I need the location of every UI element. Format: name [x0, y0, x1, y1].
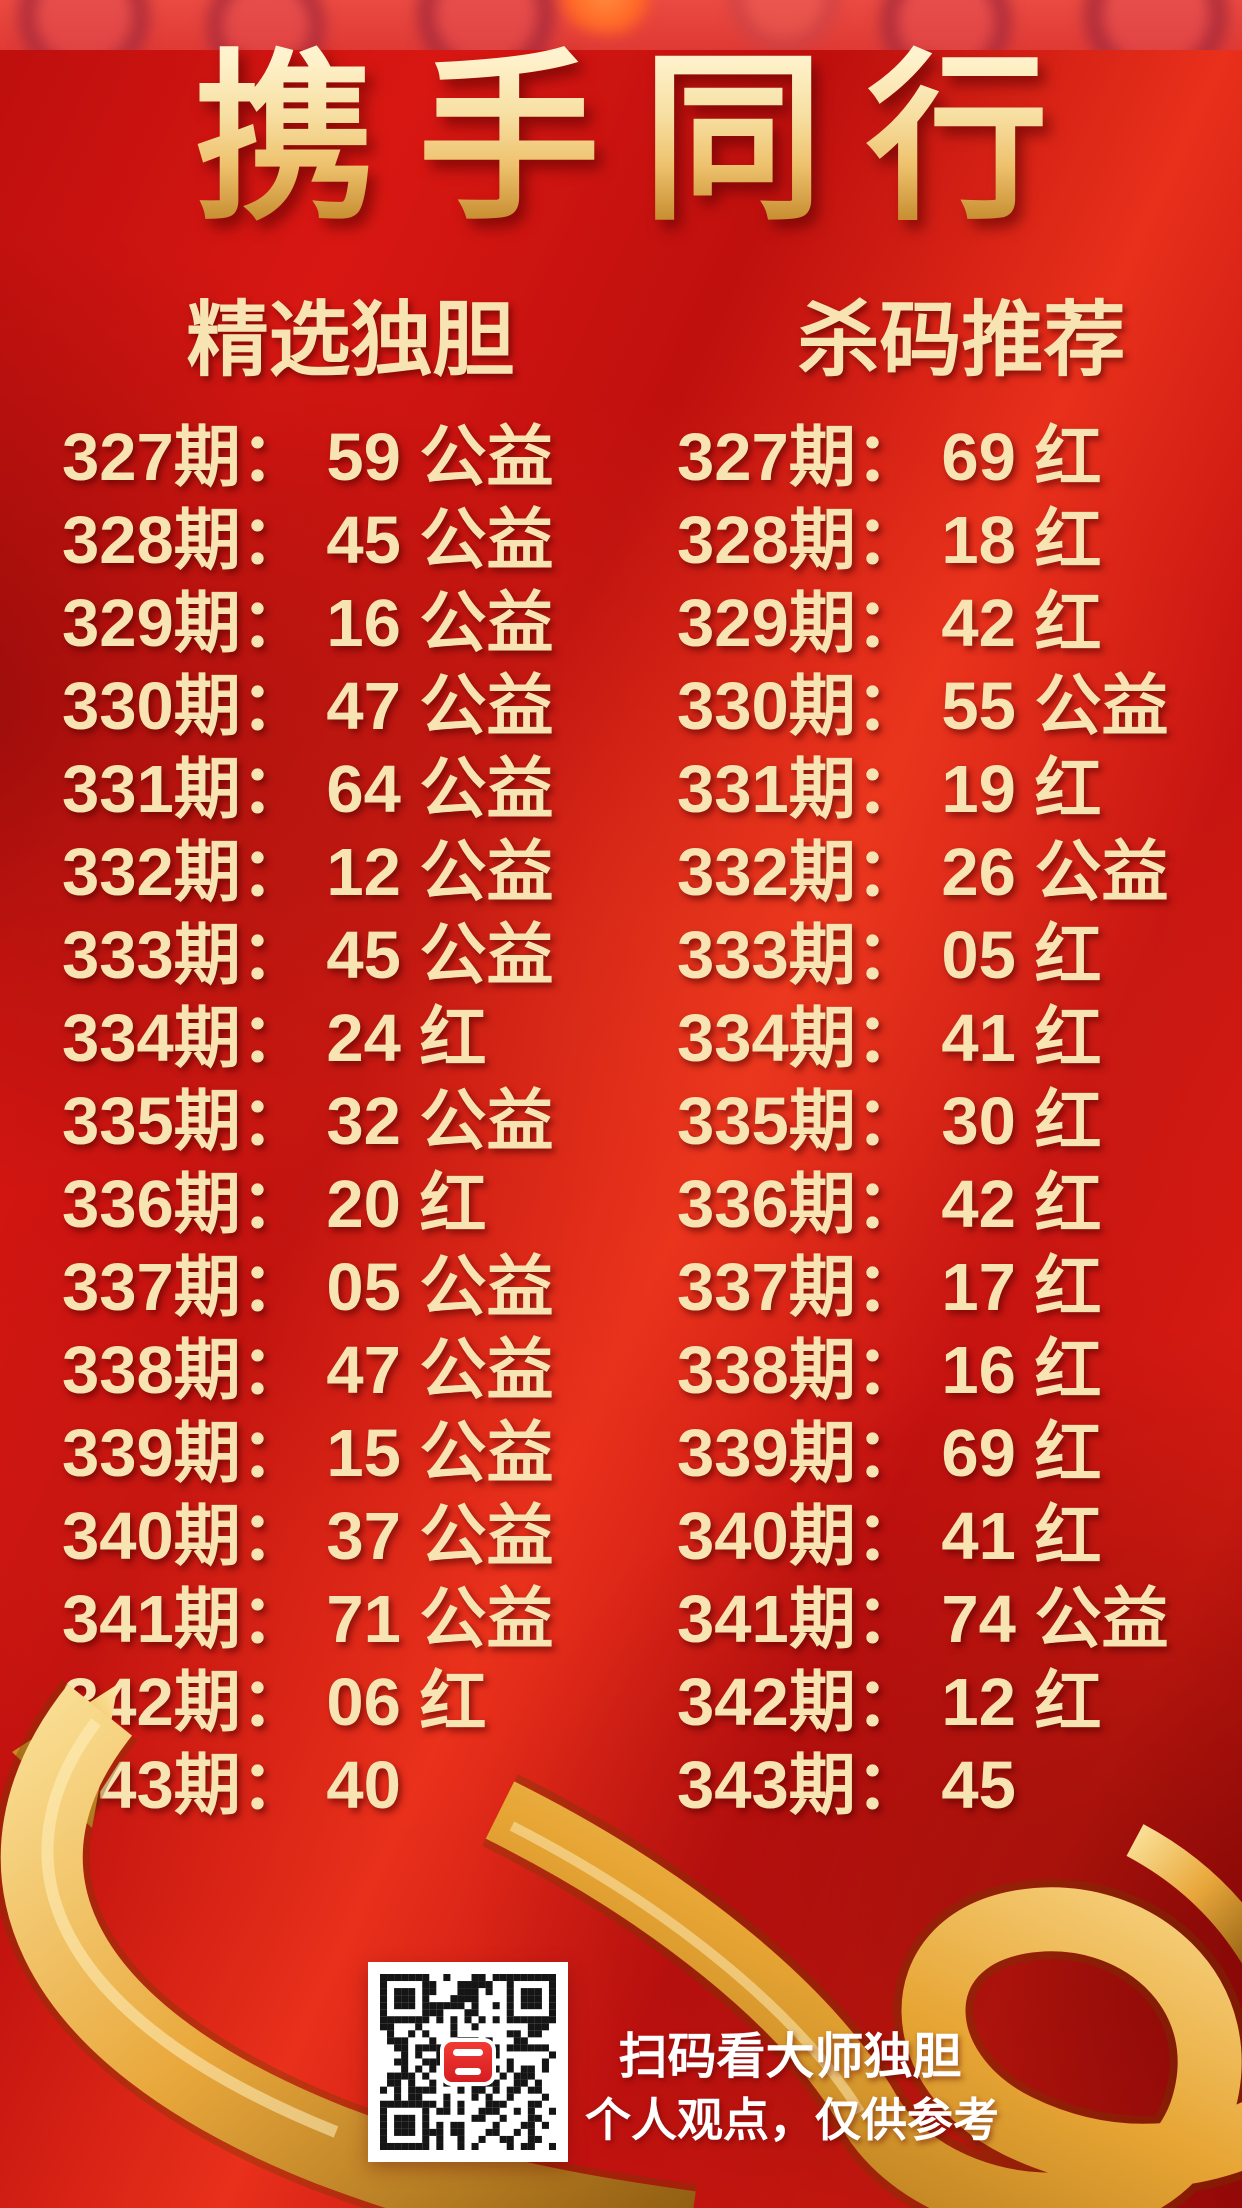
footer-disclaimer: 个人观点，仅供参考: [585, 2094, 999, 2146]
column-kill-codes: 杀码推荐 327期： 69 红 328期： 18 红 329期： 42 红 330期：…: [621, 292, 1242, 1827]
pick-row: 336期： 20 红: [62, 1167, 487, 1242]
ornament-circle-icon: [416, 0, 556, 50]
pick-rows: 327期： 69 红 328期： 18 红 329期： 42 红 330期： 55 公…: [621, 416, 1242, 1827]
pick-row: 340期： 37 公益: [62, 1499, 554, 1574]
pick-row: 334期： 24 红: [62, 1001, 487, 1076]
footer-caption-block: 扫码看大师独胆 个人观点，仅供参考: [585, 2028, 999, 2148]
pick-row: 335期： 30 红: [677, 1084, 1102, 1159]
pick-row: 330期： 55 公益: [677, 669, 1169, 744]
ornament-flame-icon: [560, 0, 650, 34]
pick-row: 335期： 32 公益: [62, 1084, 554, 1159]
pick-row: 329期： 16 公益: [62, 586, 554, 661]
footer-caption: 扫码看大师独胆: [618, 2030, 962, 2084]
pick-row: 332期： 26 公益: [677, 835, 1169, 910]
pick-row: 342期： 06 红: [62, 1665, 487, 1740]
pick-row: 342期： 12 红: [677, 1665, 1102, 1740]
pick-row: 343期： 40: [62, 1748, 401, 1823]
column-title: 精选独胆: [186, 295, 515, 386]
ornament-circle-icon: [206, 0, 326, 50]
pick-row: 330期： 47 公益: [62, 669, 554, 744]
pick-row: 327期： 59 公益: [62, 420, 554, 495]
pick-row: 341期： 74 公益: [677, 1582, 1169, 1657]
pick-row: 338期： 47 公益: [62, 1333, 554, 1408]
pick-row: 338期： 16 红: [677, 1333, 1102, 1408]
pick-row: 327期： 69 红: [677, 420, 1102, 495]
column-title: 杀码推荐: [797, 295, 1126, 386]
pick-row: 329期： 42 红: [677, 586, 1102, 661]
ornament-circle-icon: [730, 0, 838, 50]
pick-row: 328期： 18 红: [677, 503, 1102, 578]
festive-top-border: [0, 0, 1242, 50]
pick-row: 333期： 45 公益: [62, 918, 554, 993]
pick-row: 337期： 17 红: [677, 1250, 1102, 1325]
ornament-blobs: [0, 0, 1242, 50]
pick-rows: 327期： 59 公益 328期： 45 公益 329期： 16 公益 330期： 4…: [0, 416, 621, 1827]
qr-code: [368, 1962, 568, 2162]
column-selected-picks: 精选独胆 327期： 59 公益 328期： 45 公益 329期： 16 公益 33…: [0, 292, 621, 1827]
pick-row: 332期： 12 公益: [62, 835, 554, 910]
pick-row: 341期： 71 公益: [62, 1582, 554, 1657]
ornament-circle-icon: [1083, 0, 1229, 50]
pick-row: 337期： 05 公益: [62, 1250, 554, 1325]
ornament-circle-icon: [18, 0, 150, 50]
picks-columns: 精选独胆 327期： 59 公益 328期： 45 公益 329期： 16 公益 33…: [0, 292, 1242, 1827]
pick-row: 334期： 41 红: [677, 1001, 1102, 1076]
qr-center-logo-icon: [440, 2038, 496, 2086]
pick-row: 340期： 41 红: [677, 1499, 1102, 1574]
pick-row: 343期： 45: [677, 1748, 1016, 1823]
pick-row: 328期： 45 公益: [62, 503, 554, 578]
pick-row: 331期： 19 红: [677, 752, 1102, 827]
ornament-circle-icon: [880, 0, 1012, 50]
pick-row: 331期： 64 公益: [62, 752, 554, 827]
pick-row: 336期： 42 红: [677, 1167, 1102, 1242]
poster-title: 携手同行: [0, 37, 1242, 242]
pick-row: 333期： 05 红: [677, 918, 1102, 993]
pick-row: 339期： 69 红: [677, 1416, 1102, 1491]
pick-row: 339期： 15 公益: [62, 1416, 554, 1491]
